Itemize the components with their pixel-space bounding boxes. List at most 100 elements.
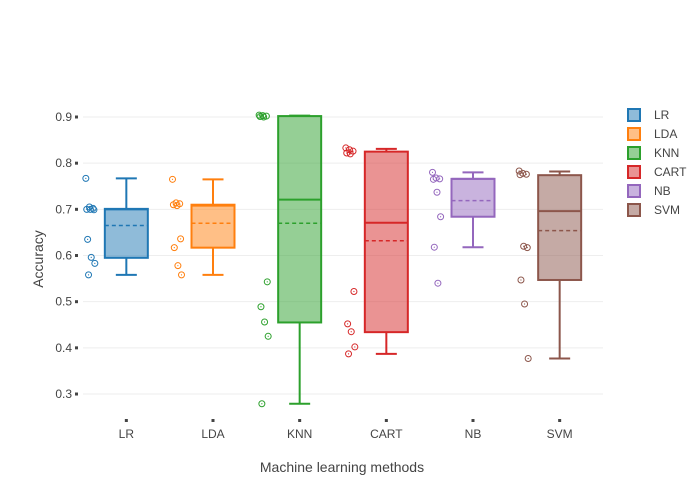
data-point-center — [93, 209, 95, 211]
y-tick-label: 0.4 — [55, 341, 72, 355]
data-point — [523, 244, 531, 252]
data-point-center — [432, 178, 434, 180]
data-point — [85, 271, 93, 279]
x-axis-title: Machine learning methods — [260, 459, 424, 475]
legend-item-nb[interactable]: NB — [627, 184, 671, 198]
data-point — [86, 205, 94, 213]
legend-swatch — [627, 203, 641, 217]
boxes — [82, 111, 583, 408]
data-point-center — [263, 116, 265, 118]
gridlines — [83, 116, 603, 395]
data-point-center — [527, 357, 529, 360]
data-point — [517, 276, 525, 284]
data-point — [82, 174, 90, 182]
data-point — [258, 400, 266, 408]
y-tick-label: 0.5 — [55, 295, 72, 309]
data-point — [174, 262, 182, 270]
data-point — [170, 244, 178, 252]
data-point-center — [520, 279, 522, 281]
data-point — [264, 332, 272, 340]
x-tick-label: NB — [465, 427, 482, 441]
x-tick-label: KNN — [287, 427, 312, 441]
iqr-box — [277, 115, 323, 324]
data-point-center — [94, 262, 96, 264]
legend-swatch — [627, 165, 641, 179]
iqr-box — [103, 207, 149, 259]
x-tick-label: LR — [119, 427, 135, 441]
legend-item-lr[interactable]: LR — [627, 108, 670, 122]
legend-swatch — [627, 127, 641, 141]
data-point — [178, 271, 185, 279]
x-tick-mark — [558, 419, 562, 422]
x-tick-mark — [124, 419, 128, 422]
y-tick-mark — [75, 115, 78, 119]
data-point — [429, 168, 436, 176]
legend-label: SVM — [654, 203, 680, 217]
y-tick-label: 0.3 — [55, 387, 72, 401]
iqr-box — [537, 174, 583, 281]
x-tick-label: CART — [370, 427, 403, 441]
data-point-center — [431, 171, 434, 174]
x-tick-label: LDA — [201, 427, 224, 441]
data-point-center — [87, 238, 89, 240]
x-axis: LR LDA KNN CART NB SVM — [119, 419, 573, 441]
data-point-center — [523, 303, 526, 305]
y-tick-label: 0.6 — [55, 249, 72, 263]
data-point — [521, 300, 529, 308]
box-lr — [82, 174, 149, 279]
data-point — [516, 171, 524, 179]
box-lda — [169, 175, 236, 279]
legend-item-lda[interactable]: LDA — [627, 127, 677, 141]
data-point-center — [525, 173, 527, 175]
data-point-center — [266, 281, 268, 283]
legend-item-knn[interactable]: KNN — [627, 146, 679, 160]
data-point-center — [350, 331, 352, 333]
data-point — [263, 278, 271, 286]
data-point — [261, 318, 269, 326]
y-tick-label: 0.9 — [55, 110, 72, 124]
data-point — [524, 354, 532, 362]
legend-label: LDA — [654, 127, 677, 141]
data-point-center — [437, 282, 439, 284]
data-point — [91, 259, 99, 267]
iqr-box — [450, 177, 496, 218]
legend-item-svm[interactable]: SVM — [627, 203, 680, 217]
data-point — [255, 111, 263, 119]
legend-swatch — [627, 108, 641, 122]
data-point-center — [519, 174, 521, 176]
data-point — [343, 149, 351, 157]
data-point-center — [345, 147, 347, 149]
y-tick-label: 0.7 — [55, 202, 72, 216]
iqr-box — [363, 150, 409, 334]
data-point — [256, 113, 264, 121]
data-point — [351, 343, 359, 351]
box-svm — [515, 167, 583, 362]
data-point — [433, 188, 441, 196]
data-point — [90, 206, 98, 214]
data-point — [515, 167, 523, 175]
box-cart — [342, 144, 409, 358]
y-axis: 0.3 0.4 0.5 0.6 0.7 0.8 0.9 — [55, 110, 78, 401]
data-point-center — [90, 256, 92, 258]
data-point — [169, 201, 177, 209]
data-point-center — [171, 178, 174, 180]
data-point — [346, 150, 354, 158]
legend-label: KNN — [654, 146, 679, 160]
data-point-center — [173, 247, 175, 249]
legend-swatch — [627, 146, 641, 160]
x-tick-label: SVM — [547, 427, 573, 441]
data-point — [434, 279, 442, 287]
data-point-center — [349, 153, 351, 155]
data-point — [350, 288, 358, 296]
legend-item-cart[interactable]: CART — [627, 165, 687, 179]
box-nb — [429, 168, 496, 287]
y-tick-mark — [75, 392, 78, 396]
data-point — [520, 242, 528, 250]
data-point-center — [180, 274, 183, 276]
legend-label: CART — [654, 165, 687, 179]
x-tick-mark — [384, 419, 388, 422]
data-point-center — [263, 321, 266, 323]
data-point — [344, 320, 352, 328]
data-point — [345, 350, 353, 358]
